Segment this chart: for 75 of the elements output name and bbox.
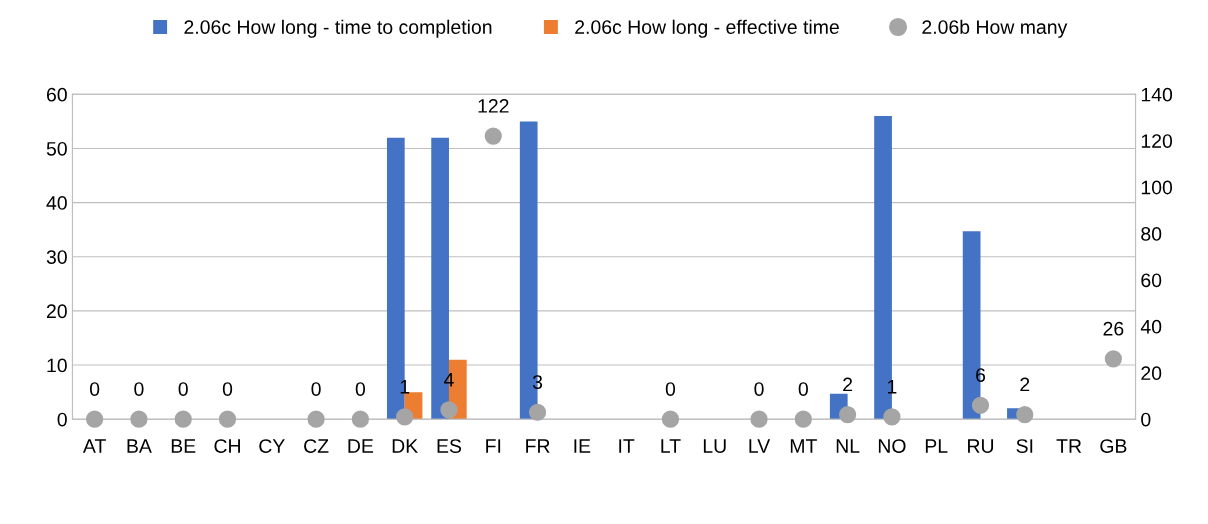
y2-tick-label: 20: [1141, 366, 1162, 381]
data-label: 122: [478, 99, 509, 113]
y2-tick-label: 120: [1141, 134, 1173, 148]
x-tick-label: RU: [968, 439, 994, 453]
point: [661, 410, 680, 428]
data-label: 0: [178, 382, 188, 396]
y2-tick-label: 40: [1140, 319, 1162, 334]
data-label: 0: [89, 382, 100, 396]
y-tick-label: 30: [46, 250, 67, 264]
point: [528, 403, 547, 421]
y-tick-label: 10: [47, 358, 67, 373]
y2-tick-label: 100: [1141, 180, 1173, 195]
x-tick-label: MT: [790, 439, 817, 453]
data-label: 2: [1020, 377, 1030, 392]
point: [396, 408, 414, 426]
y2-tick-label: 140: [1141, 87, 1173, 102]
x-tick-label: AT: [82, 439, 106, 453]
data-label: 0: [665, 382, 676, 396]
data-label: 26: [1103, 321, 1124, 336]
data-label: 0: [798, 382, 808, 396]
data-label: 6: [976, 368, 986, 382]
x-tick-label: ES: [437, 439, 462, 453]
y-tick-label: 0: [57, 412, 67, 427]
point: [351, 410, 369, 428]
y-tick-label: 20: [46, 304, 67, 319]
y2-tick-label: 60: [1141, 273, 1162, 288]
point: [839, 405, 857, 424]
x-tick-label: DE: [348, 439, 374, 453]
x-tick-label: IE: [574, 439, 591, 453]
point: [484, 127, 502, 145]
legend-label: 2.06c How long - effective time: [575, 19, 839, 38]
point: [971, 396, 990, 414]
x-tick-label: LT: [661, 439, 681, 453]
y-tick-label: 50: [46, 141, 67, 156]
x-tick-label: BE: [171, 439, 196, 453]
legend-label: 2.06b How many: [922, 19, 1068, 38]
point: [883, 408, 901, 426]
y-tick-label: 60: [46, 87, 67, 102]
y-tick-label: 40: [46, 196, 67, 210]
x-tick-label: TR: [1056, 439, 1082, 453]
data-label: 0: [311, 382, 321, 396]
x-tick-label: FR: [526, 439, 550, 453]
point: [750, 410, 768, 428]
data-label: 0: [222, 382, 233, 396]
point: [1104, 350, 1122, 368]
x-tick-label: IT: [619, 439, 635, 453]
x-tick-label: LU: [703, 439, 726, 453]
point: [307, 410, 325, 428]
x-tick-label: CZ: [304, 439, 329, 453]
x-tick-label: GB: [1100, 439, 1127, 453]
x-tick-label: SI: [1016, 439, 1033, 453]
y2-tick-label: 80: [1141, 227, 1162, 241]
x-tick-label: FI: [486, 439, 501, 453]
x-tick-label: BA: [127, 439, 152, 453]
point: [1016, 405, 1034, 424]
x-tick-label: CH: [214, 439, 240, 453]
point: [794, 410, 812, 428]
x-tick-label: CY: [259, 439, 285, 453]
point: [218, 410, 237, 428]
x-tick-label: LV: [749, 439, 771, 453]
point: [440, 401, 458, 419]
data-label: 2: [843, 377, 853, 392]
data-label: 0: [754, 382, 764, 396]
data-label: 0: [355, 382, 366, 396]
x-tick-label: DK: [392, 439, 418, 453]
point: [86, 410, 104, 428]
data-label: 0: [134, 382, 144, 396]
x-tick-label: NL: [836, 439, 860, 453]
point: [174, 410, 192, 428]
legend-label: 2.06c How long - time to completion: [184, 19, 492, 38]
x-tick-label: NO: [878, 439, 906, 453]
point: [130, 410, 148, 428]
y2-tick-label: 0: [1141, 412, 1151, 427]
data-label: 3: [532, 375, 543, 389]
x-tick-label: PL: [925, 439, 948, 453]
